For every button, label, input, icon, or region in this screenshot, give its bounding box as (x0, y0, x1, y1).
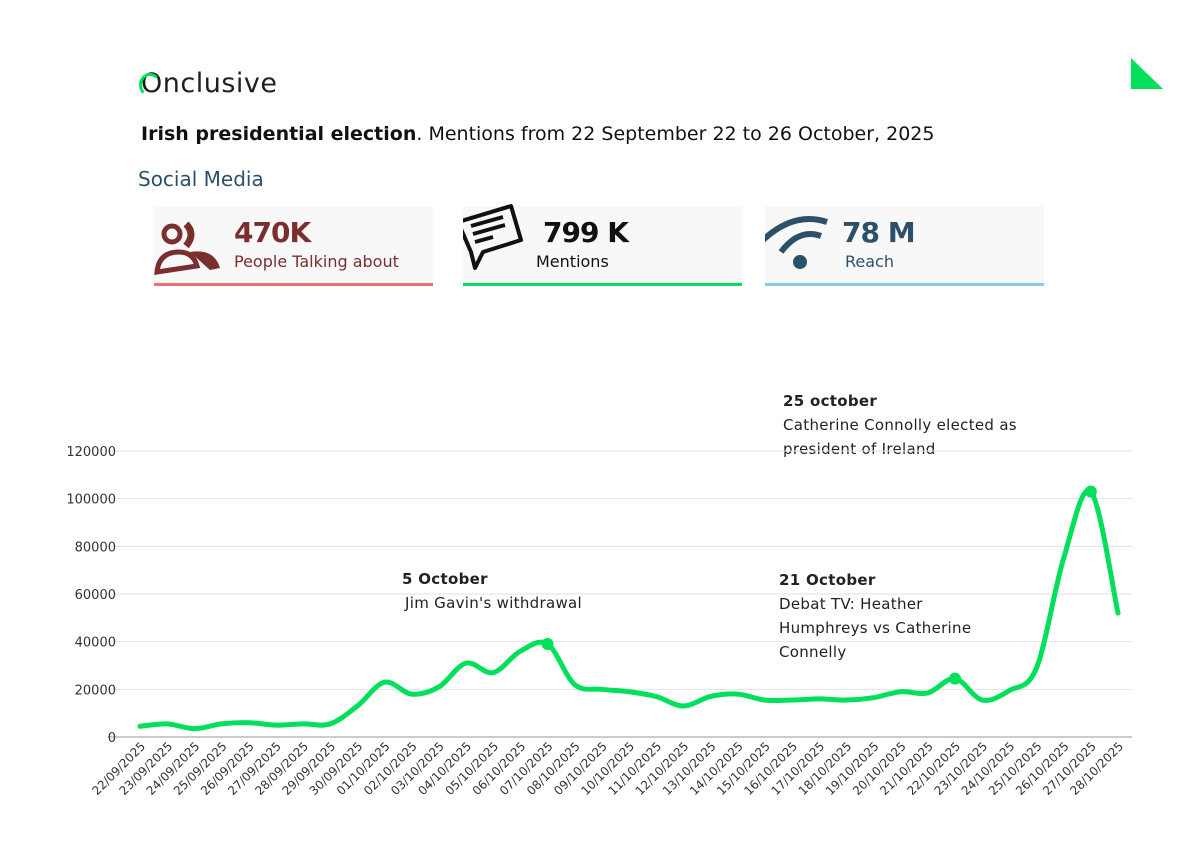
card-reach: 78 M Reach (765, 206, 1044, 286)
section-heading: Social Media (138, 167, 264, 191)
reach-value: 78 M (842, 216, 916, 249)
y-tick-label: 60000 (75, 588, 116, 603)
event-marker (1084, 485, 1097, 498)
annotation-heading: 5 October (402, 570, 488, 588)
people-label: People Talking about (234, 252, 399, 271)
logo-accent-arc (139, 73, 161, 97)
corner-triangle-decoration (1131, 58, 1163, 89)
y-tick-label: 40000 (75, 636, 116, 651)
card-underline (463, 283, 742, 286)
reach-label: Reach (845, 252, 894, 271)
annotation-text: Humphreys vs Catherine (779, 619, 972, 637)
mentions-line-chart: 02000040000600008000010000012000022/09/2… (66, 445, 1132, 798)
report-title-rest: . Mentions from 22 September 22 to 26 Oc… (416, 123, 935, 145)
card-underline (154, 283, 433, 286)
y-tick-label: 80000 (75, 540, 116, 555)
onclusive-logo: Onclusive (141, 68, 277, 99)
speech-bubble-icon (463, 204, 523, 270)
logo-text: Onclusive (141, 68, 278, 99)
y-tick-label: 100000 (66, 493, 116, 508)
annotation-text: Catherine Connolly elected as (783, 416, 1017, 434)
report-title-bold: Irish presidential election (141, 123, 417, 145)
event-marker (949, 672, 961, 685)
annotation-25-october: 25 october Catherine Connolly elected as… (783, 389, 1017, 461)
annotation-text: president of Ireland (783, 440, 936, 458)
annotation-text: Connelly (779, 643, 847, 661)
event-marker (541, 638, 554, 651)
card-people-talking: 470K People Talking about (154, 206, 433, 286)
annotation-heading: 21 October (779, 571, 876, 589)
report-title: Irish presidential election. Mentions fr… (141, 123, 934, 145)
people-value: 470K (234, 216, 311, 249)
card-underline (765, 283, 1044, 286)
annotation-heading: 25 october (783, 392, 878, 410)
annotation-text: Jim Gavin's withdrawal (405, 594, 582, 612)
y-tick-label: 20000 (75, 683, 116, 698)
card-mentions: 799 K Mentions (463, 204, 742, 286)
annotation-21-october: 21 October Debat TV: Heather Humphreys v… (779, 568, 971, 664)
y-tick-label: 120000 (66, 445, 116, 460)
series-line (137, 487, 1121, 732)
annotation-text: Debat TV: Heather (779, 595, 923, 613)
y-tick-label: 0 (108, 731, 116, 746)
mentions-label: Mentions (536, 252, 609, 271)
mentions-value: 799 K (543, 216, 629, 249)
annotation-5-october: 5 October Jim Gavin's withdrawal (402, 567, 582, 615)
people-icon (154, 221, 220, 275)
wifi-signal-icon (765, 216, 828, 269)
